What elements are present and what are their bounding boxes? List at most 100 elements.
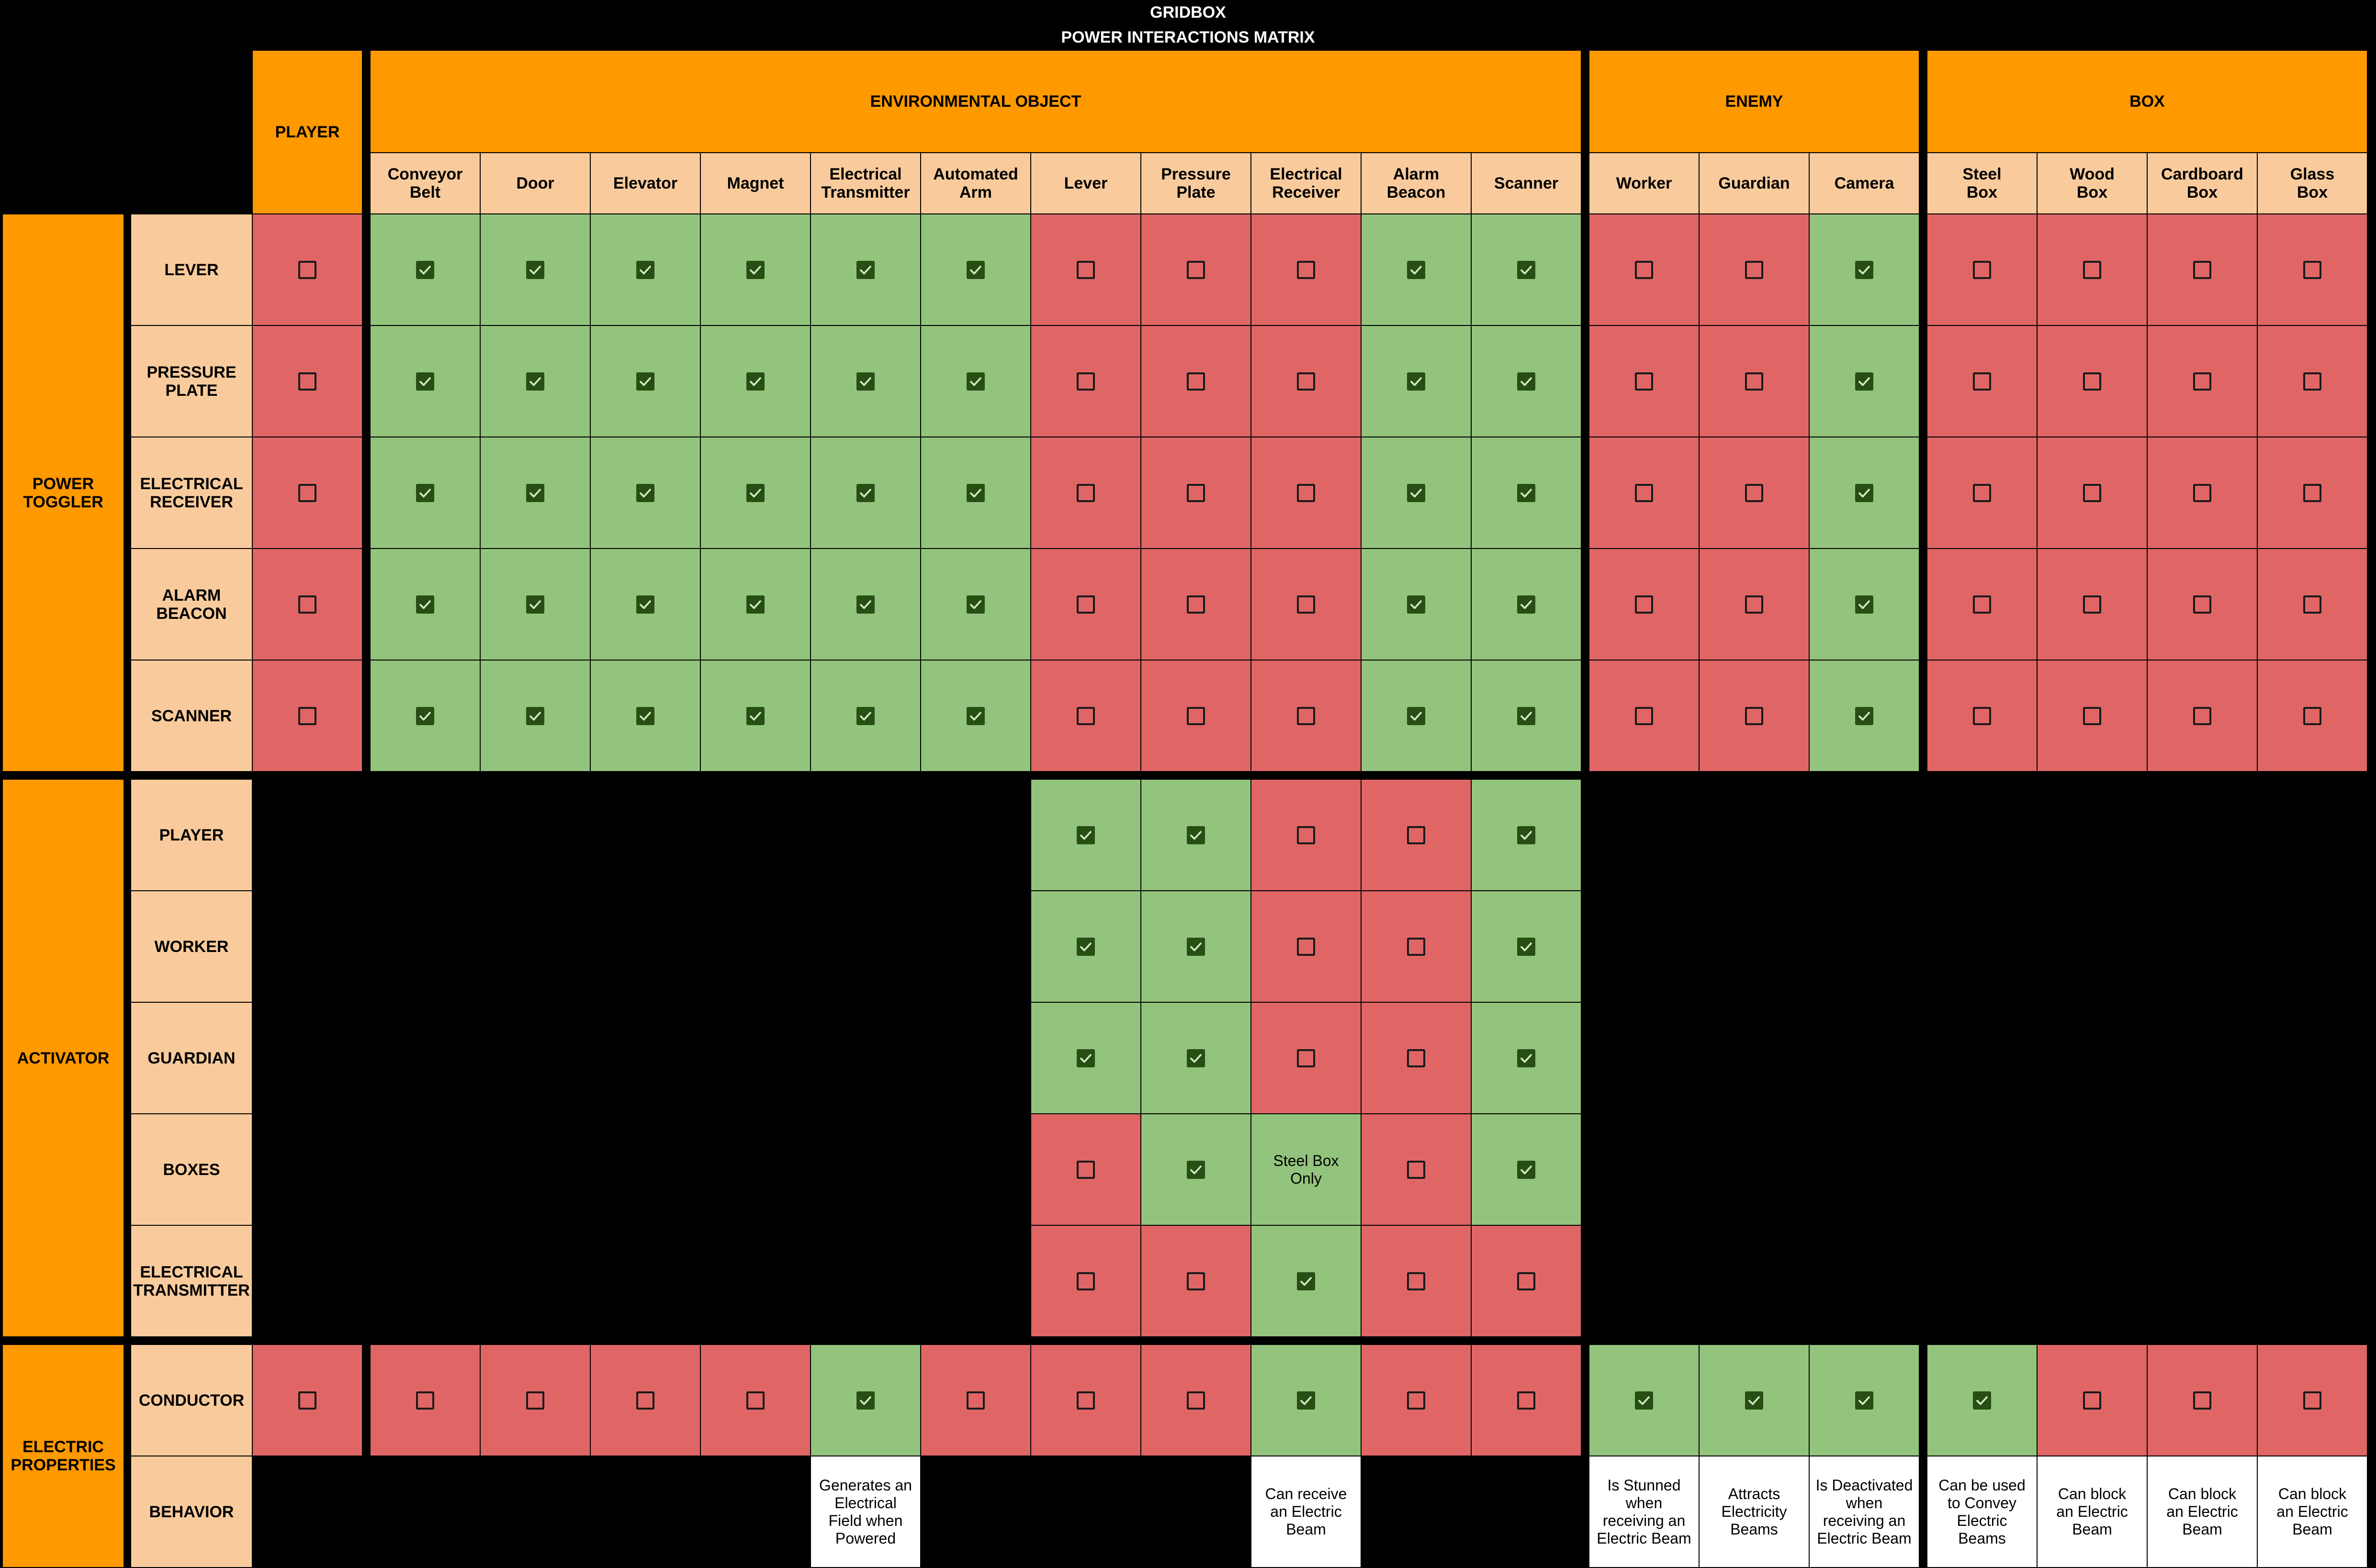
cell-lever-door[interactable]	[481, 214, 591, 326]
cell-pressure-plate-worker[interactable]	[1589, 326, 1700, 437]
checked-box-icon[interactable]	[746, 706, 765, 725]
empty-box-icon[interactable]	[1077, 595, 1095, 614]
empty-box-icon[interactable]	[746, 1391, 765, 1410]
cell-pressure-plate-electrical-transmitter[interactable]	[811, 326, 921, 437]
cell-worker-electrical-receiver[interactable]	[1251, 891, 1362, 1003]
empty-box-icon[interactable]	[1187, 260, 1205, 279]
cell-conductor-door[interactable]	[481, 1345, 591, 1456]
cell-electrical-transmitter-alarm-beacon[interactable]	[1362, 1226, 1472, 1337]
checked-box-icon[interactable]	[1407, 595, 1425, 614]
checked-box-icon[interactable]	[1517, 260, 1535, 279]
checked-box-icon[interactable]	[526, 595, 544, 614]
cell-alarm-beacon-camera[interactable]	[1810, 549, 1920, 661]
cell-pressure-plate-steel-box[interactable]	[1927, 326, 2038, 437]
empty-box-icon[interactable]	[1635, 483, 1653, 502]
empty-box-icon[interactable]	[2083, 595, 2101, 614]
checked-box-icon[interactable]	[1635, 1391, 1653, 1410]
cell-conductor-steel-box[interactable]	[1927, 1345, 2038, 1456]
checked-box-icon[interactable]	[746, 483, 765, 502]
empty-box-icon[interactable]	[2303, 706, 2321, 725]
cell-conductor-scanner[interactable]	[1472, 1345, 1582, 1456]
empty-box-icon[interactable]	[2193, 595, 2211, 614]
checked-box-icon[interactable]	[1407, 260, 1425, 279]
cell-scanner-elevator[interactable]	[591, 661, 701, 772]
cell-conductor-player[interactable]	[253, 1345, 363, 1456]
checked-box-icon[interactable]	[1855, 706, 1873, 725]
empty-box-icon[interactable]	[1635, 706, 1653, 725]
cell-pressure-plate-scanner[interactable]	[1472, 326, 1582, 437]
empty-box-icon[interactable]	[2193, 706, 2211, 725]
empty-box-icon[interactable]	[1077, 483, 1095, 502]
cell-guardian-lever[interactable]	[1031, 1003, 1141, 1114]
cell-pressure-plate-lever[interactable]	[1031, 326, 1141, 437]
checked-box-icon[interactable]	[856, 706, 875, 725]
checked-box-icon[interactable]	[526, 483, 544, 502]
checked-box-icon[interactable]	[636, 706, 654, 725]
cell-scanner-conveyor-belt[interactable]	[371, 661, 481, 772]
cell-electrical-receiver-camera[interactable]	[1810, 437, 1920, 549]
checked-box-icon[interactable]	[746, 260, 765, 279]
checked-box-icon[interactable]	[1517, 706, 1535, 725]
empty-box-icon[interactable]	[1407, 1160, 1425, 1179]
checked-box-icon[interactable]	[526, 706, 544, 725]
cell-pressure-plate-guardian[interactable]	[1700, 326, 1810, 437]
checked-box-icon[interactable]	[856, 260, 875, 279]
empty-box-icon[interactable]	[2083, 1391, 2101, 1410]
cell-electrical-receiver-magnet[interactable]	[701, 437, 811, 549]
empty-box-icon[interactable]	[636, 1391, 654, 1410]
empty-box-icon[interactable]	[1973, 595, 1991, 614]
empty-box-icon[interactable]	[2083, 372, 2101, 391]
checked-box-icon[interactable]	[1077, 1049, 1095, 1067]
checked-box-icon[interactable]	[967, 706, 985, 725]
checked-box-icon[interactable]	[967, 372, 985, 391]
empty-box-icon[interactable]	[1187, 1391, 1205, 1410]
empty-box-icon[interactable]	[1745, 260, 1763, 279]
checked-box-icon[interactable]	[636, 483, 654, 502]
empty-box-icon[interactable]	[1407, 826, 1425, 844]
cell-pressure-plate-player[interactable]	[253, 326, 363, 437]
cell-conductor-electrical-transmitter[interactable]	[811, 1345, 921, 1456]
cell-electrical-receiver-cardboard-box[interactable]	[2148, 437, 2258, 549]
empty-box-icon[interactable]	[526, 1391, 544, 1410]
checked-box-icon[interactable]	[1187, 826, 1205, 844]
checked-box-icon[interactable]	[1745, 1391, 1763, 1410]
empty-box-icon[interactable]	[1297, 706, 1315, 725]
cell-alarm-beacon-conveyor-belt[interactable]	[371, 549, 481, 661]
checked-box-icon[interactable]	[1187, 1049, 1205, 1067]
cell-lever-wood-box[interactable]	[2038, 214, 2148, 326]
cell-boxes-scanner[interactable]	[1472, 1114, 1582, 1226]
cell-pressure-plate-camera[interactable]	[1810, 326, 1920, 437]
checked-box-icon[interactable]	[1077, 937, 1095, 956]
empty-box-icon[interactable]	[1187, 372, 1205, 391]
cell-pressure-plate-glass-box[interactable]	[2258, 326, 2368, 437]
cell-lever-player[interactable]	[253, 214, 363, 326]
checked-box-icon[interactable]	[1517, 483, 1535, 502]
empty-box-icon[interactable]	[1297, 826, 1315, 844]
empty-box-icon[interactable]	[2083, 483, 2101, 502]
checked-box-icon[interactable]	[1855, 483, 1873, 502]
cell-scanner-wood-box[interactable]	[2038, 661, 2148, 772]
empty-box-icon[interactable]	[1297, 1049, 1315, 1067]
cell-electrical-receiver-electrical-transmitter[interactable]	[811, 437, 921, 549]
cell-electrical-receiver-guardian[interactable]	[1700, 437, 1810, 549]
empty-box-icon[interactable]	[298, 372, 316, 391]
cell-lever-elevator[interactable]	[591, 214, 701, 326]
cell-alarm-beacon-player[interactable]	[253, 549, 363, 661]
empty-box-icon[interactable]	[1077, 1391, 1095, 1410]
empty-box-icon[interactable]	[298, 260, 316, 279]
cell-conductor-lever[interactable]	[1031, 1345, 1141, 1456]
cell-scanner-camera[interactable]	[1810, 661, 1920, 772]
cell-electrical-transmitter-lever[interactable]	[1031, 1226, 1141, 1337]
cell-scanner-magnet[interactable]	[701, 661, 811, 772]
empty-box-icon[interactable]	[1077, 260, 1095, 279]
cell-lever-lever[interactable]	[1031, 214, 1141, 326]
cell-scanner-worker[interactable]	[1589, 661, 1700, 772]
empty-box-icon[interactable]	[1745, 595, 1763, 614]
cell-guardian-electrical-receiver[interactable]	[1251, 1003, 1362, 1114]
cell-scanner-pressure-plate[interactable]	[1141, 661, 1251, 772]
empty-box-icon[interactable]	[2193, 260, 2211, 279]
empty-box-icon[interactable]	[1745, 372, 1763, 391]
cell-electrical-transmitter-electrical-receiver[interactable]	[1251, 1226, 1362, 1337]
empty-box-icon[interactable]	[2303, 372, 2321, 391]
checked-box-icon[interactable]	[1517, 826, 1535, 844]
